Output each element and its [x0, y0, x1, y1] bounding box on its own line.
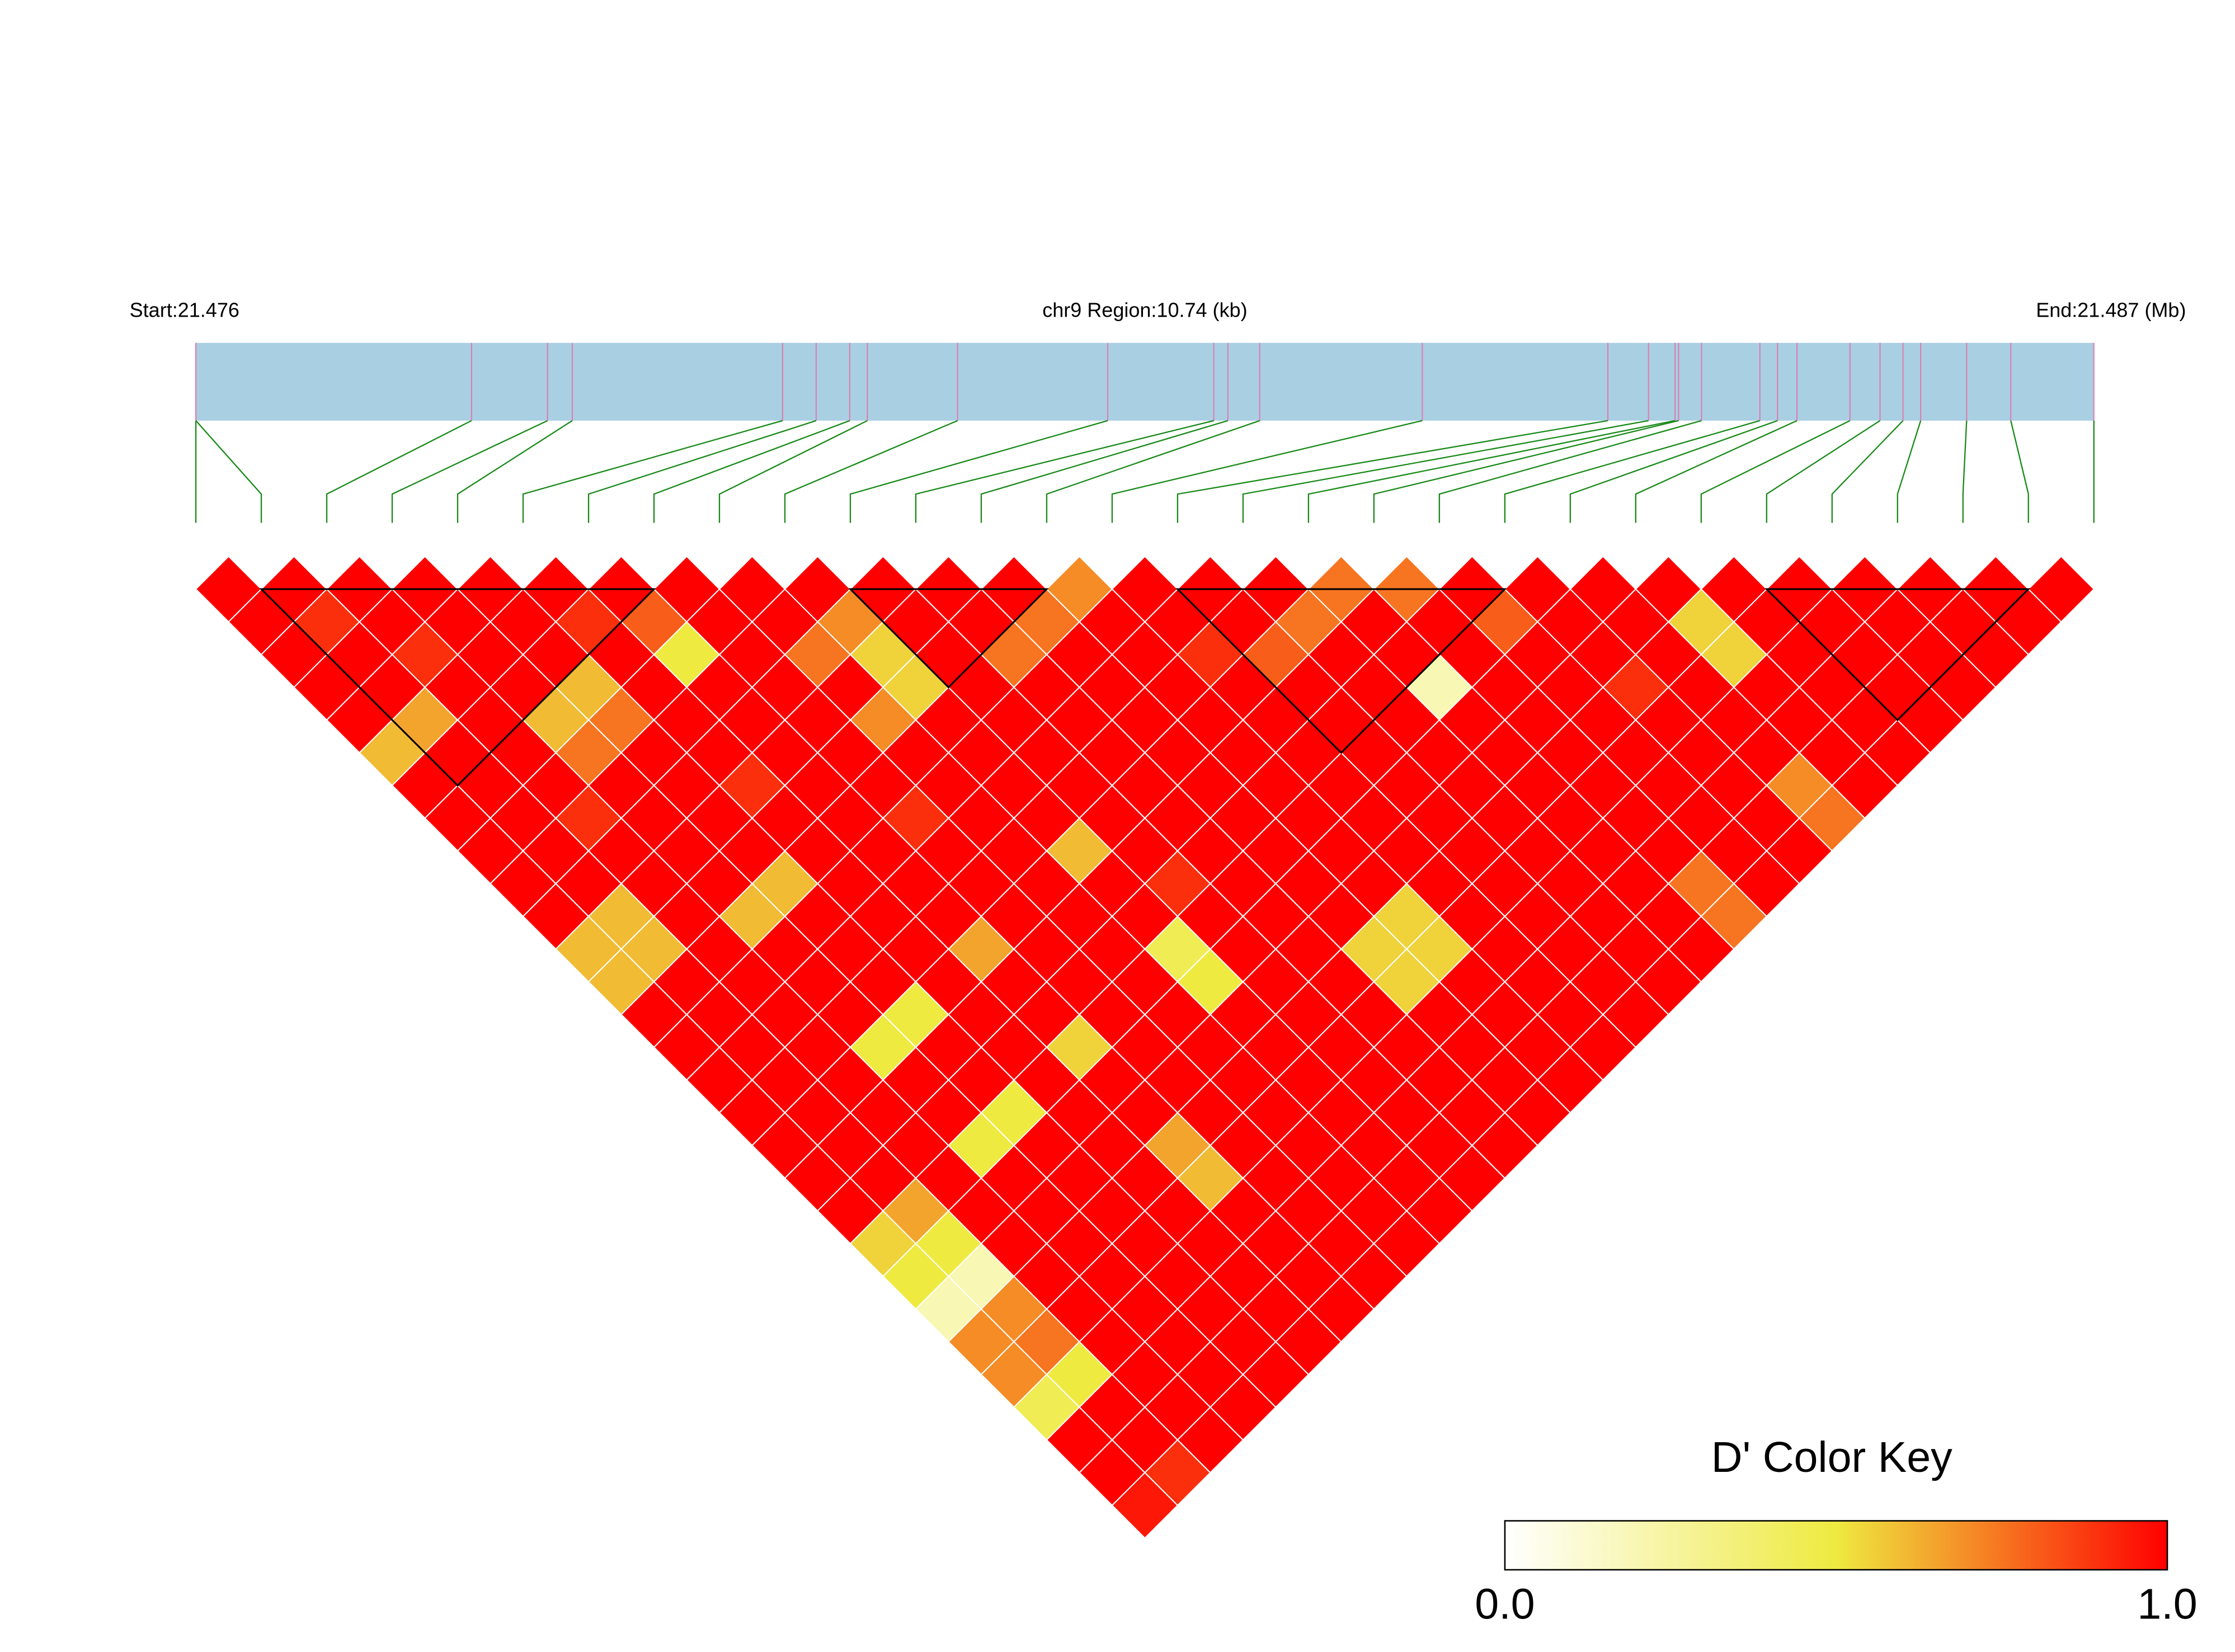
- ld-cell: [2027, 556, 2095, 623]
- snp-link: [1962, 420, 1968, 523]
- snp-link: [1177, 420, 1608, 523]
- snp-link: [522, 420, 783, 523]
- color-key-tick-label: 1.0: [2137, 1580, 2197, 1629]
- snp-link: [849, 420, 1108, 523]
- snp-link: [1504, 420, 1761, 523]
- snp-link: [2010, 420, 2029, 523]
- snp-link: [195, 420, 262, 523]
- end-label: End:21.487 (Mb): [2036, 299, 2186, 322]
- snp-link: [915, 420, 1214, 523]
- snp-link: [653, 420, 850, 523]
- snp-link: [1766, 420, 1881, 523]
- ld-block: [1765, 588, 2031, 722]
- start-label: Start:21.476: [130, 299, 239, 322]
- snp-link: [391, 420, 548, 523]
- snp-link: [980, 420, 1229, 523]
- snp-link: [1373, 420, 1679, 523]
- snp-link: [1700, 420, 1851, 523]
- snp-link: [1111, 420, 1423, 523]
- snp-link: [718, 420, 868, 523]
- snp-link: [1307, 420, 1676, 523]
- color-key-bar: [1504, 1520, 2168, 1571]
- snp-link: [1438, 420, 1702, 523]
- ld-block: [259, 588, 656, 787]
- snp-link: [1831, 420, 1904, 523]
- snp-link: [1635, 420, 1798, 523]
- color-key-title: D' Color Key: [1711, 1433, 1952, 1481]
- region-bar: [196, 342, 2094, 421]
- snp-link: [1242, 420, 1649, 523]
- snp-link: [326, 420, 472, 523]
- snp-link: [784, 420, 958, 523]
- region-label: chr9 Region:10.74 (kb): [1042, 299, 1247, 322]
- ld-block: [848, 588, 1049, 689]
- color-key-tick-label: 0.0: [1475, 1580, 1535, 1629]
- snp-link: [1569, 420, 1778, 523]
- snp-link: [457, 420, 573, 523]
- ld-block: [1175, 588, 1507, 754]
- snp-link: [587, 420, 817, 523]
- snp-link: [1897, 420, 1922, 523]
- snp-link: [1046, 420, 1260, 523]
